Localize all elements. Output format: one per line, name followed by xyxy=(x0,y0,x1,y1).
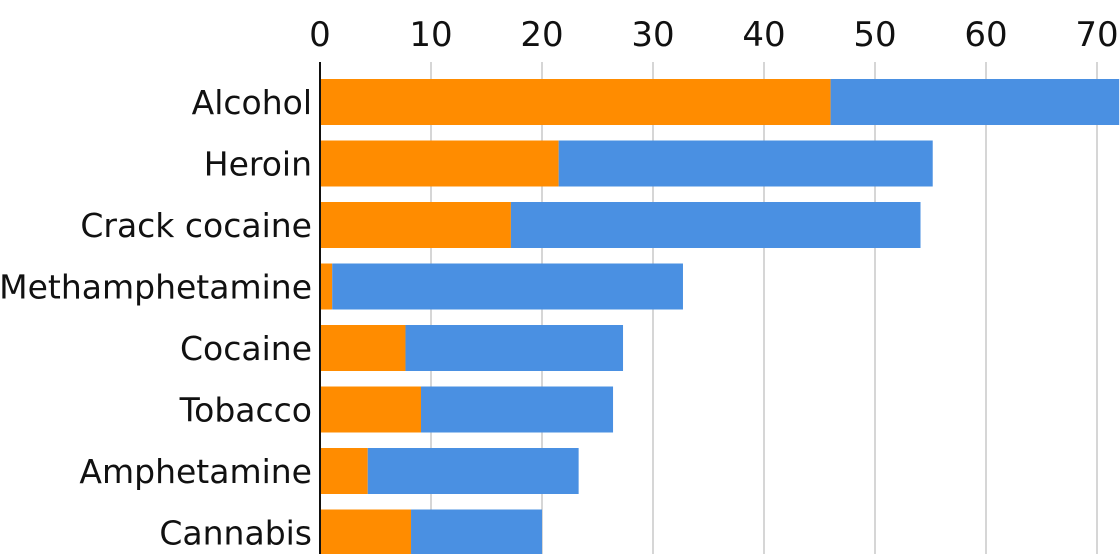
bar-segment xyxy=(510,202,921,248)
x-tick-label: 30 xyxy=(631,15,674,55)
bar-segment xyxy=(320,448,368,494)
category-label: Crack cocaine xyxy=(80,206,312,245)
category-axis: Alcohol Heroin Crack cocaine Methamphetamin… xyxy=(0,83,312,553)
bars xyxy=(320,79,1120,554)
bar-segment xyxy=(367,448,579,494)
bar-segment xyxy=(320,202,511,248)
category-label: Cannabis xyxy=(159,514,312,553)
category-label: Methamphetamine xyxy=(0,268,312,307)
bar-segment xyxy=(405,325,624,371)
x-tick-label: 20 xyxy=(520,15,563,55)
bar-segment xyxy=(320,263,333,310)
bar-segment xyxy=(411,509,542,554)
bar-segment xyxy=(421,386,614,433)
bar-segment xyxy=(558,140,933,187)
bar-segment xyxy=(320,79,831,125)
x-tick-label: 70 xyxy=(1075,15,1118,55)
category-label: Cocaine xyxy=(180,329,312,368)
category-label: Alcohol xyxy=(192,83,312,122)
category-label: Heroin xyxy=(204,145,312,184)
x-tick-label: 50 xyxy=(853,15,896,55)
bar-segment xyxy=(320,509,412,554)
x-tick-label: 10 xyxy=(409,15,452,55)
bar-segment xyxy=(320,140,559,187)
x-tick-label: 0 xyxy=(309,15,331,55)
value-axis: 0 10 20 30 40 50 60 70 xyxy=(309,15,1119,554)
bar-segment xyxy=(830,79,1120,125)
bar-segment xyxy=(320,386,422,433)
category-label: Tobacco xyxy=(179,391,312,430)
category-label: Amphetamine xyxy=(79,452,312,491)
bar-segment xyxy=(320,325,406,371)
x-tick-label: 60 xyxy=(964,15,1007,55)
bar-segment xyxy=(332,263,683,310)
x-tick-label: 40 xyxy=(742,15,785,55)
